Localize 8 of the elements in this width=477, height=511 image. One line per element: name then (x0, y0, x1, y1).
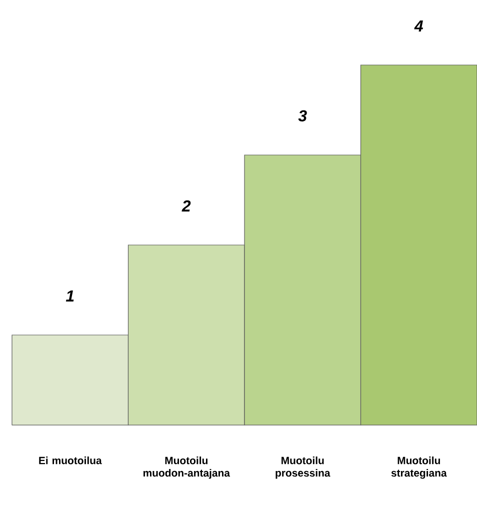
x-tick-label: Muotoilu prosessina (276, 456, 330, 479)
x-tick-label: Muotoilu muodon-antajana (143, 456, 230, 479)
x-tick-label: Muotoilu strategiana (391, 456, 447, 479)
data-label: 3 (298, 110, 307, 122)
data-label: 2 (182, 200, 191, 212)
data-label: 1 (66, 290, 74, 302)
x-tick-label: Ei muotoilua (39, 456, 102, 464)
data-label: 4 (414, 20, 424, 32)
